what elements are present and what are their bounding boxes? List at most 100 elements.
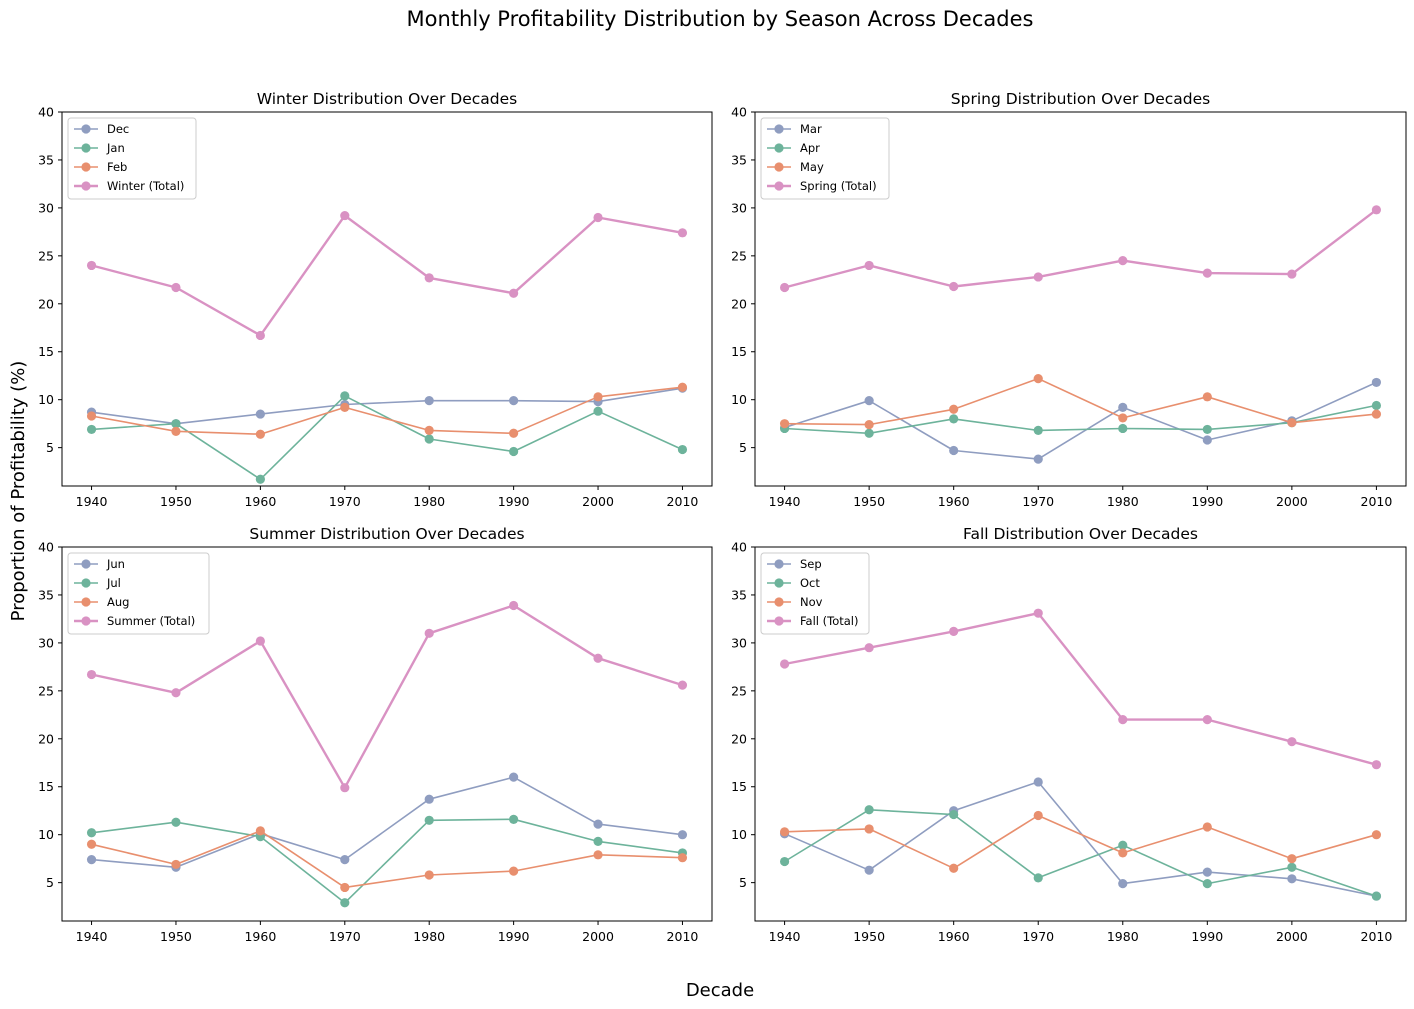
legend-marker xyxy=(774,162,784,172)
legend-label: Apr xyxy=(800,141,820,155)
legend-box xyxy=(760,117,890,200)
data-point xyxy=(255,826,265,836)
data-point xyxy=(779,856,790,867)
series-line xyxy=(91,830,683,889)
x-tick-label: 1940 xyxy=(769,494,801,509)
data-point xyxy=(86,411,97,421)
legend-entry: Mar xyxy=(767,122,822,136)
legend-box xyxy=(67,552,210,635)
data-point xyxy=(1287,854,1297,864)
series-line xyxy=(784,612,1377,766)
data-point xyxy=(171,859,181,870)
x-tick-label: 1940 xyxy=(769,929,801,944)
y-tick-label: 10 xyxy=(38,392,54,407)
data-point xyxy=(1033,373,1043,384)
data-point xyxy=(864,420,874,430)
data-point xyxy=(424,794,434,804)
y-tick-label: 35 xyxy=(38,587,54,602)
legend: Mar Apr May Spring (Total) xyxy=(760,117,890,200)
data-point xyxy=(255,429,265,439)
series-feb xyxy=(86,382,688,439)
y-tick-label: 5 xyxy=(46,875,54,890)
data-point xyxy=(779,419,790,429)
subplot-4: Fall Distribution Over Decades 5 10 15 20 25 3… xyxy=(731,525,1407,944)
legend-marker xyxy=(81,162,91,172)
series-sep xyxy=(779,777,1382,901)
data-point xyxy=(509,288,519,298)
data-point xyxy=(779,827,790,837)
series-line xyxy=(784,781,1377,897)
y-tick-label: 40 xyxy=(38,105,54,120)
data-point xyxy=(509,814,519,824)
legend-label: Dec xyxy=(107,122,129,136)
data-point xyxy=(677,830,688,840)
legend-label: Aug xyxy=(107,595,129,609)
data-point xyxy=(171,688,181,698)
legend-entry: Oct xyxy=(767,576,820,590)
data-point xyxy=(1118,413,1128,423)
series-line xyxy=(784,814,1377,870)
series-line xyxy=(784,808,1377,897)
data-point xyxy=(1202,392,1212,402)
x-tick-label: 1950 xyxy=(160,494,192,509)
data-point xyxy=(949,281,959,292)
series-line xyxy=(91,387,683,425)
series-spring-total xyxy=(779,205,1382,293)
data-point xyxy=(509,772,519,782)
data-point xyxy=(1287,418,1297,428)
data-point xyxy=(1118,423,1128,434)
series-line xyxy=(91,604,683,789)
legend-label: May xyxy=(800,160,824,174)
x-tick-label: 1990 xyxy=(498,929,530,944)
x-tick-label: 1990 xyxy=(498,494,530,509)
data-point xyxy=(1202,822,1212,832)
x-tick-label: 2000 xyxy=(582,494,614,509)
data-point xyxy=(340,855,350,865)
legend-entry: Nov xyxy=(767,595,823,609)
data-point xyxy=(1118,256,1128,266)
data-point xyxy=(1033,777,1043,787)
data-point xyxy=(255,409,265,419)
y-tick-label: 15 xyxy=(731,344,747,359)
x-tick-label: 1950 xyxy=(853,929,885,944)
data-point xyxy=(949,404,959,414)
x-tick-label: 1940 xyxy=(76,929,108,944)
series-line xyxy=(91,386,683,436)
data-point xyxy=(171,817,181,827)
x-tick-label: 1990 xyxy=(1191,494,1223,509)
data-point xyxy=(593,212,603,223)
x-tick-label: 1980 xyxy=(413,494,445,509)
data-point xyxy=(677,853,688,863)
legend-label: Nov xyxy=(800,595,823,609)
data-point xyxy=(255,636,265,646)
series-may xyxy=(779,373,1382,430)
y-tick-label: 15 xyxy=(38,779,54,794)
data-point xyxy=(1202,424,1212,435)
data-point xyxy=(1202,867,1212,877)
data-point xyxy=(424,425,434,435)
x-tick-label: 2000 xyxy=(582,929,614,944)
y-tick-label: 25 xyxy=(38,248,54,263)
data-point xyxy=(779,659,790,669)
y-tick-label: 5 xyxy=(46,440,54,455)
legend-marker xyxy=(81,597,91,607)
data-point xyxy=(864,428,874,438)
data-point xyxy=(1033,810,1043,821)
y-tick-label: 30 xyxy=(38,200,54,215)
series-jul xyxy=(86,814,688,908)
x-tick-label: 2000 xyxy=(1276,494,1308,509)
subplots: Winter Distribution Over Decades 5 10 15 20 2… xyxy=(38,90,1407,944)
data-point xyxy=(677,382,688,392)
plot-frame xyxy=(754,546,1407,922)
data-point xyxy=(1287,269,1297,279)
legend-label: Feb xyxy=(107,160,127,174)
data-point xyxy=(1118,840,1128,850)
legend: Sep Oct Nov Fall (Total) xyxy=(760,552,870,635)
y-tick-label: 35 xyxy=(731,587,747,602)
legend-label: Jul xyxy=(106,576,121,590)
data-point xyxy=(424,396,434,406)
x-tick-label: 2010 xyxy=(1361,494,1393,509)
y-tick-label: 15 xyxy=(731,779,747,794)
data-point xyxy=(593,819,603,829)
y-tick-label: 40 xyxy=(731,105,747,120)
